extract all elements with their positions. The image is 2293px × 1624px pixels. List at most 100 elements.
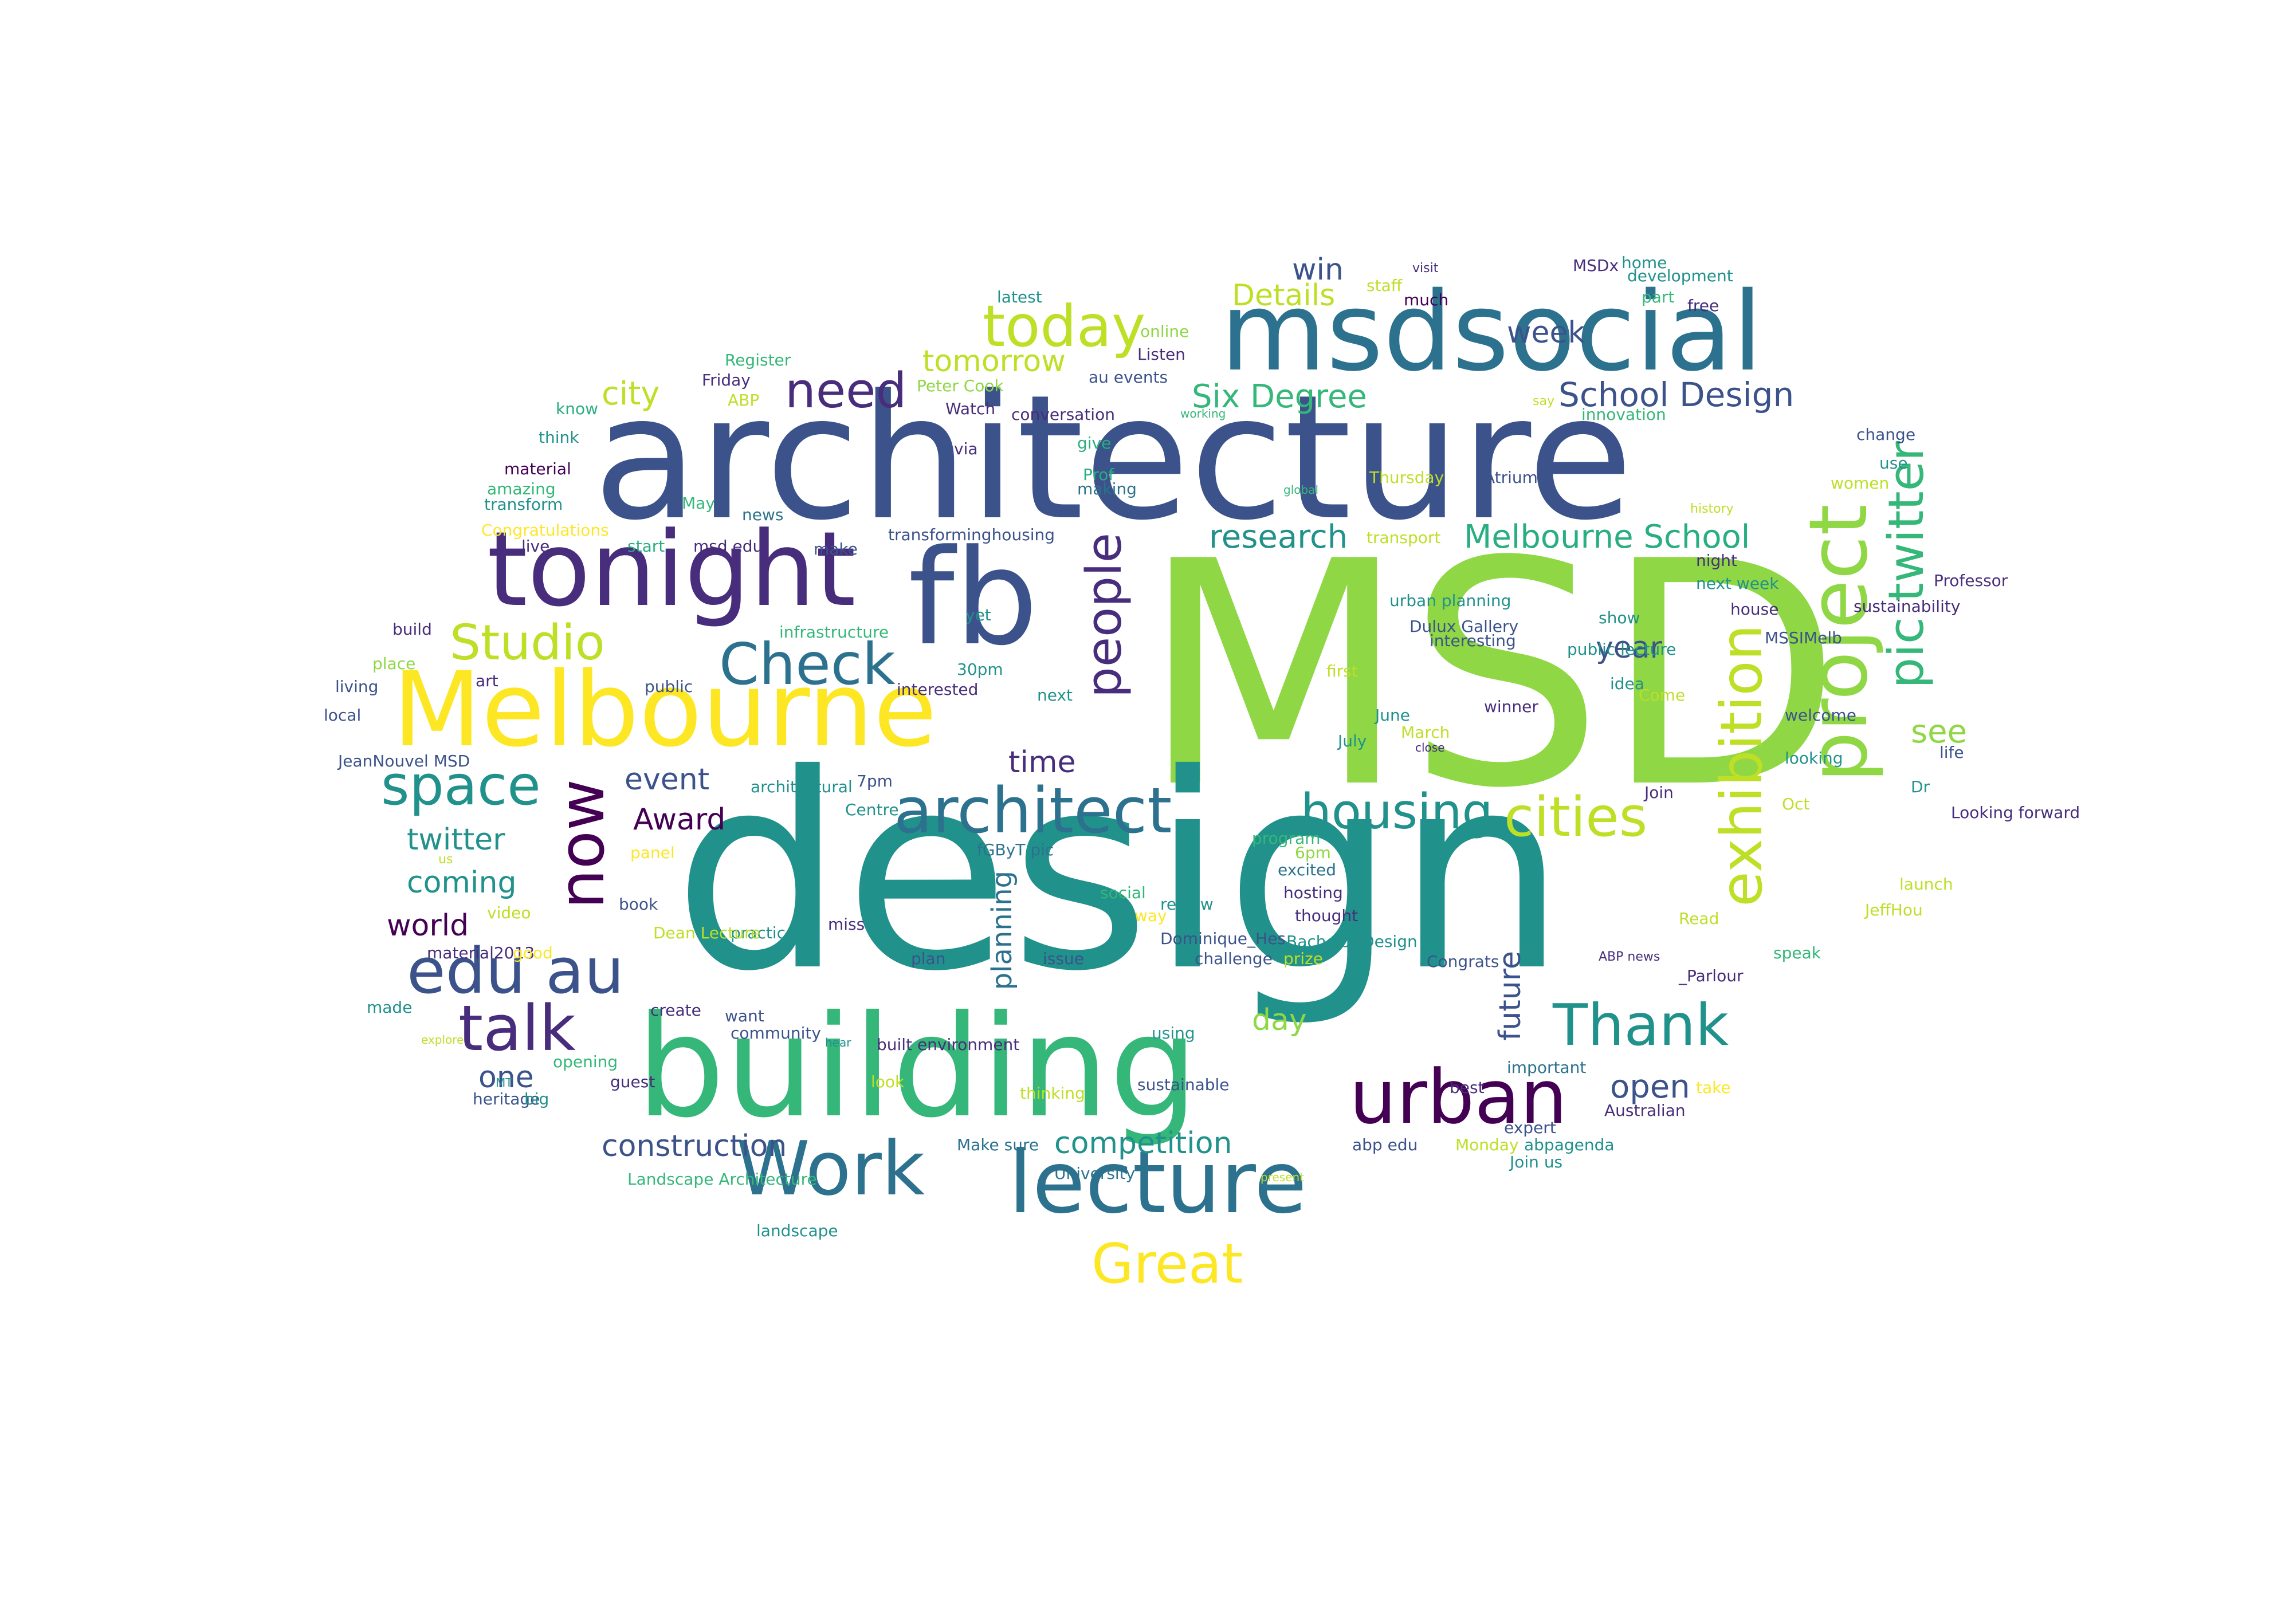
- word-small: important: [1507, 1058, 1587, 1077]
- word-small: July: [1338, 732, 1367, 750]
- word-small: public: [645, 677, 693, 696]
- word-small: launch: [1899, 875, 1953, 894]
- word-pic-twitter: pic twitter: [1878, 441, 1935, 689]
- word-small: build: [392, 620, 432, 639]
- word-small: change: [1856, 425, 1916, 444]
- word-small: first: [1326, 662, 1358, 681]
- word-small: make: [814, 540, 858, 559]
- word-fb: fb: [908, 522, 1038, 675]
- word-small: Read: [1679, 909, 1719, 928]
- word-small: interesting: [1430, 631, 1516, 650]
- word-open: open: [1610, 1068, 1690, 1106]
- word-small: MSDx: [1573, 256, 1619, 275]
- word-housing: housing: [1301, 784, 1493, 840]
- word-small: urban planning: [1389, 591, 1511, 610]
- word-details: Details: [1232, 278, 1336, 313]
- word-one: one: [478, 1060, 534, 1095]
- word-small: free: [1687, 296, 1719, 315]
- word-small: yet: [965, 605, 991, 624]
- word-small: University: [1054, 1164, 1136, 1183]
- word-small: Watch: [945, 399, 996, 418]
- word-construction: construction: [602, 1129, 787, 1163]
- word-small: landscape: [756, 1221, 838, 1240]
- word-small: fGByT pic: [977, 840, 1054, 859]
- word-small: ABP: [728, 391, 760, 410]
- word-msd: MSD: [1140, 496, 1842, 856]
- word-research: research: [1209, 518, 1348, 556]
- word-small: best: [1450, 1078, 1485, 1097]
- word-small: opening: [553, 1052, 618, 1071]
- word-small: Oct: [1782, 795, 1810, 813]
- word-today: today: [983, 293, 1146, 360]
- word-small: think: [539, 428, 579, 447]
- word-week: week: [1507, 316, 1585, 350]
- word-lecture: lecture: [1008, 1133, 1307, 1233]
- word-small: living: [335, 677, 379, 696]
- word-small: Dulux Gallery: [1409, 617, 1519, 636]
- word-small: Make sure: [957, 1135, 1039, 1154]
- word-small: program: [1252, 829, 1321, 848]
- word-small: community: [731, 1024, 821, 1043]
- word-small: social: [1100, 883, 1146, 902]
- word-small: Atrium: [1484, 468, 1538, 487]
- word-award: Award: [633, 803, 726, 837]
- word-time: time: [1008, 745, 1076, 780]
- word-small: take: [1696, 1078, 1731, 1097]
- word-small: Friday: [702, 371, 751, 390]
- word-six-degree: Six Degree: [1192, 378, 1367, 415]
- word-melbourne: Melbourne: [392, 650, 937, 770]
- word-small: thought: [1295, 906, 1358, 925]
- word-small: show: [1599, 608, 1640, 627]
- word-small: Peter Cook: [917, 376, 1004, 395]
- word-small: book: [619, 895, 658, 914]
- word-small: Landscape Architecture: [627, 1170, 817, 1189]
- word-small: visit: [1412, 261, 1439, 276]
- word-small: know: [556, 399, 598, 418]
- word-talk: talk: [458, 992, 576, 1065]
- word-exhibition: exhibition: [1708, 624, 1775, 907]
- word-small: hosting: [1283, 883, 1343, 902]
- word-small: night: [1696, 551, 1738, 570]
- word-small: challenge: [1195, 949, 1273, 968]
- word-small: Congrats: [1427, 952, 1499, 971]
- word-great: Great: [1091, 1233, 1243, 1296]
- word-future: future: [1493, 951, 1528, 1041]
- word-space: space: [381, 754, 541, 817]
- word-tonight: tonight: [487, 510, 856, 630]
- word-small: transforminghousing: [888, 525, 1055, 544]
- word-cities: cities: [1504, 786, 1648, 849]
- word-need: need: [785, 363, 907, 419]
- word-small: plan: [911, 949, 946, 968]
- word-melbourne-school: Melbourne School: [1464, 518, 1750, 556]
- word-small: home: [1621, 253, 1667, 272]
- word-thank: Thank: [1553, 992, 1729, 1059]
- word-small: explore: [421, 1033, 464, 1047]
- word-small: live: [521, 537, 550, 556]
- word-small: much: [1404, 290, 1449, 309]
- word-win: win: [1292, 253, 1344, 287]
- word-small: au events: [1089, 368, 1168, 387]
- word-small: conversation: [1011, 405, 1115, 424]
- word-small: hear: [825, 1036, 851, 1049]
- word-small: JeffHou: [1865, 901, 1923, 919]
- word-edu-au: edu au: [407, 934, 625, 1008]
- word-small: innovation: [1581, 405, 1666, 424]
- word-small: big: [524, 1090, 549, 1108]
- word-tomorrow: tomorrow: [922, 344, 1066, 379]
- word-small: Dominique_Hes: [1160, 929, 1286, 948]
- word-small: close: [1415, 741, 1445, 754]
- word-small: MT: [496, 1076, 513, 1090]
- word-small: Looking forward: [1951, 803, 2080, 822]
- word-small: MSSIMelb: [1765, 628, 1842, 647]
- word-small: latest: [997, 288, 1042, 306]
- word-small: history: [1690, 502, 1734, 516]
- word-small: Register: [725, 351, 791, 369]
- word-small: excited: [1278, 860, 1336, 879]
- word-work: Work: [736, 1125, 925, 1212]
- word-small: _Parlour: [1679, 966, 1744, 985]
- word-competition: competition: [1054, 1126, 1232, 1161]
- word-small: Listen: [1137, 345, 1185, 364]
- word-small: interested: [897, 680, 979, 699]
- word-small: prize: [1283, 949, 1323, 968]
- word-small: abp edu: [1352, 1135, 1418, 1154]
